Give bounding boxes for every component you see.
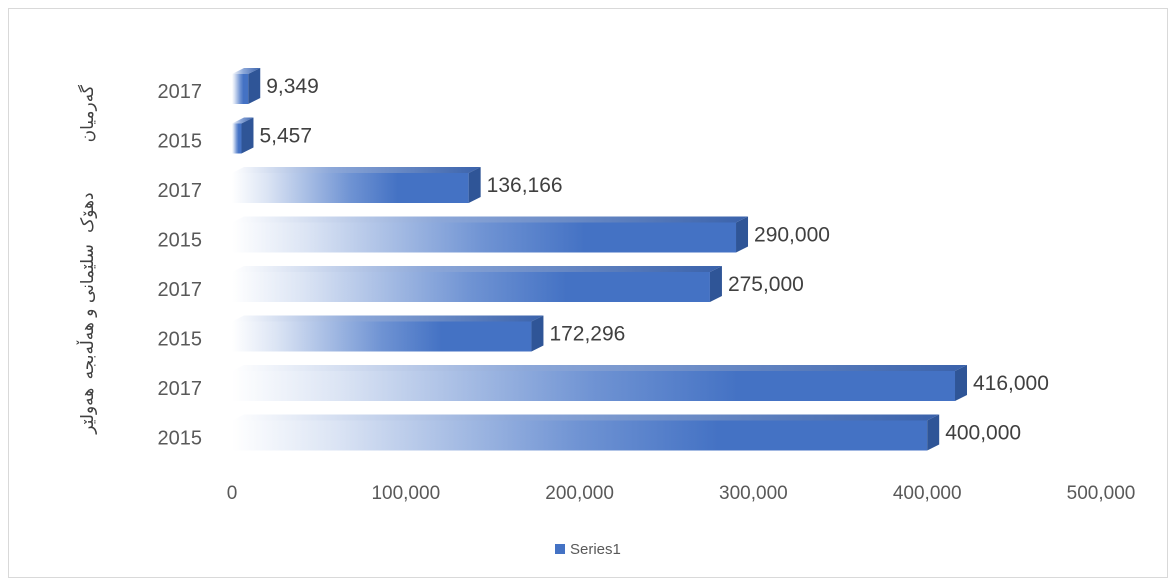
bar	[232, 266, 722, 302]
data-label: 9,349	[266, 75, 319, 98]
category-label-year: 2015	[158, 131, 203, 153]
category-label-group: گەرمیان	[77, 84, 98, 142]
x-tick-label: 0	[227, 483, 238, 504]
bar-end-face	[531, 315, 544, 352]
bar-top-face	[232, 315, 544, 322]
x-tick-label: 100,000	[371, 483, 440, 504]
data-label: 400,000	[945, 422, 1021, 445]
data-label: 275,000	[728, 273, 804, 296]
data-label: 416,000	[973, 372, 1049, 395]
data-label: 5,457	[259, 125, 312, 148]
bar-front-face	[232, 420, 928, 451]
x-tick-label: 500,000	[1067, 483, 1136, 504]
data-label: 290,000	[754, 224, 830, 247]
x-axis: 0 100,000 200,000 300,000 400,000 500,000	[227, 483, 1136, 504]
category-label-year: 2017	[158, 81, 203, 103]
bar-end-face	[736, 216, 749, 253]
bar-end-face	[955, 365, 968, 401]
data-label: 136,166	[487, 174, 563, 197]
bar-end-face	[927, 414, 940, 451]
labels-layer: 9,349 2017 5,457 2015 گەرمیان 136,166 2017 290,…	[76, 75, 1049, 450]
legend: Series1	[555, 541, 621, 558]
category-label-group: سلێمانی و هەڵەبجە	[76, 244, 98, 379]
category-label-group: دهۆک	[78, 192, 98, 233]
bar-front-face	[232, 123, 242, 154]
bar-top-face	[232, 167, 481, 173]
bar-end-face	[709, 266, 722, 302]
category-label-year: 2017	[158, 378, 203, 400]
bar	[232, 365, 968, 401]
category-label-year: 2015	[158, 428, 203, 450]
bar-end-face	[248, 68, 261, 104]
bar-front-face	[232, 74, 249, 104]
data-label: 172,296	[549, 323, 625, 346]
bar-front-face	[232, 222, 737, 253]
bar-chart: 9,349 2017 5,457 2015 گەرمیان 136,166 2017 290,…	[76, 68, 1136, 558]
bar-front-face	[232, 321, 532, 352]
x-tick-label: 400,000	[893, 483, 962, 504]
bar	[232, 167, 481, 203]
bars-layer	[232, 68, 968, 451]
bar-top-face	[232, 365, 968, 371]
bar-top-face	[232, 414, 940, 421]
bar-top-face	[232, 266, 722, 272]
bar-end-face	[468, 167, 481, 203]
x-tick-label: 300,000	[719, 483, 788, 504]
bar	[232, 414, 940, 451]
bar-end-face	[241, 117, 254, 154]
category-label-year: 2015	[158, 230, 203, 252]
bar	[232, 216, 749, 253]
legend-swatch	[555, 544, 565, 554]
bar	[232, 315, 544, 352]
bar	[232, 117, 254, 154]
bar-top-face	[232, 68, 261, 74]
bar-top-face	[232, 216, 749, 223]
legend-label: Series1	[570, 541, 621, 558]
bar-front-face	[232, 371, 956, 401]
x-tick-label: 200,000	[545, 483, 614, 504]
category-label-year: 2017	[158, 279, 203, 301]
bar	[232, 68, 261, 104]
category-label-group: هەولێر	[78, 388, 98, 435]
bar-front-face	[232, 272, 710, 302]
bar-top-face	[232, 117, 254, 124]
bar-front-face	[232, 173, 469, 203]
category-label-year: 2015	[158, 329, 203, 351]
category-label-year: 2017	[158, 180, 203, 202]
chart-frame: 9,349 2017 5,457 2015 گەرمیان 136,166 2017 290,…	[8, 8, 1168, 578]
